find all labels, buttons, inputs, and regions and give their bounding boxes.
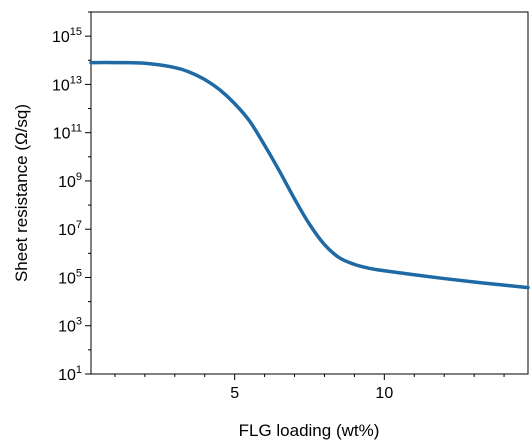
- y-tick-label: 101: [58, 364, 82, 384]
- y-tick-label: 105: [58, 267, 82, 287]
- x-axis-title: FLG loading (wt%): [239, 421, 380, 440]
- x-tick-label: 10: [375, 385, 393, 402]
- y-tick-label: 1013: [52, 74, 82, 94]
- y-tick-label: 1011: [53, 123, 82, 143]
- y-tick-label: 103: [58, 316, 82, 336]
- axis-tick-labels: 5 10 101 103 105 107 109 1011 1013 1015: [52, 26, 393, 402]
- y-axis-title: Sheet resistance (Ω/sq): [12, 104, 31, 282]
- y-tick-label: 1015: [52, 26, 82, 46]
- series-line: [89, 60, 530, 290]
- y-tick-label: 109: [58, 171, 82, 191]
- axis-ticks: [85, 11, 505, 380]
- plot-frame: [90, 11, 529, 375]
- y-tick-label: 107: [58, 219, 82, 239]
- x-tick-label: 5: [230, 385, 239, 402]
